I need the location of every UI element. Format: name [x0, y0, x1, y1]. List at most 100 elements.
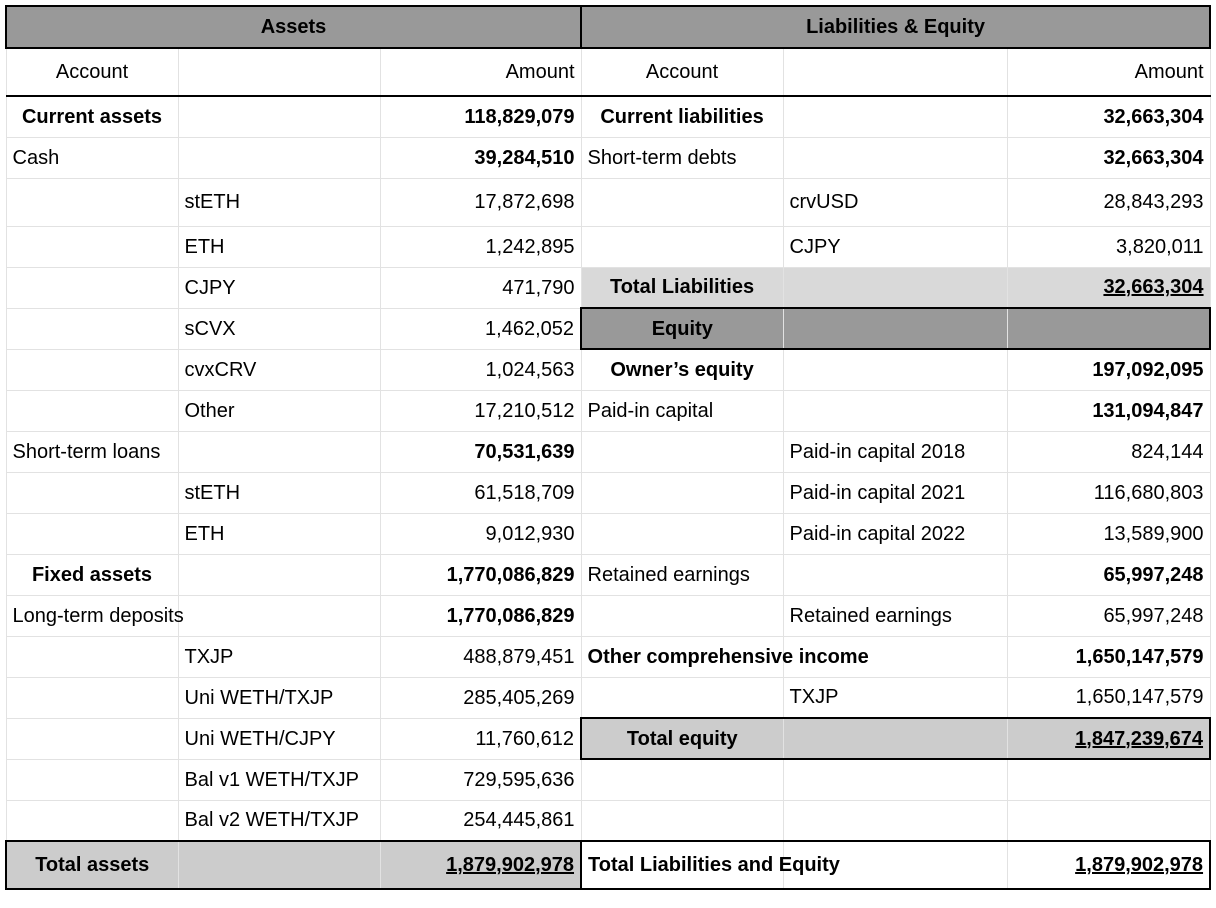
cell-liab-sub[interactable]: Paid-in capital 2018: [782, 430, 1008, 473]
cell-asset-amount[interactable]: 285,405,269: [379, 676, 582, 719]
cell-asset-account[interactable]: [5, 717, 179, 760]
cell-asset-amount[interactable]: 1,024,563: [379, 348, 582, 391]
liabilities-equity-header[interactable]: Liabilities & Equity: [580, 5, 1212, 49]
cell-asset-account[interactable]: [5, 471, 179, 514]
total-liabilities-amount[interactable]: 32,663,304: [1006, 266, 1211, 309]
cell-liab-account[interactable]: [580, 594, 784, 637]
cell-asset-sub[interactable]: stETH: [177, 471, 381, 514]
cell-asset-amount[interactable]: 39,284,510: [379, 136, 582, 179]
cell-liab-amount[interactable]: [1006, 758, 1211, 801]
cell-liab-account[interactable]: [580, 430, 784, 473]
cell-liab-amount[interactable]: 65,997,248: [1006, 553, 1211, 596]
cell-asset-account[interactable]: [5, 307, 179, 350]
cell-asset-account[interactable]: [5, 225, 179, 268]
cell-asset-amount[interactable]: 1,462,052: [379, 307, 582, 350]
cell-asset-sub[interactable]: Uni WETH/CJPY: [177, 717, 381, 760]
liab-amount-col-header[interactable]: Amount: [1006, 47, 1211, 97]
cell-liab-account[interactable]: Other comprehensive income: [580, 635, 869, 678]
cell-asset-sub[interactable]: Bal v2 WETH/TXJP: [177, 799, 381, 842]
cell-liab-amount[interactable]: 3,820,011: [1006, 225, 1211, 268]
cell-asset-sub[interactable]: stETH: [177, 177, 381, 227]
cell-asset-account[interactable]: Long-term deposits: [5, 594, 184, 637]
cell-liab-account[interactable]: [580, 676, 784, 719]
cell-liab-account[interactable]: Owner’s equity: [580, 348, 784, 391]
cell-asset-account[interactable]: Fixed assets: [5, 553, 179, 596]
cell-liab-sub[interactable]: [782, 840, 1008, 890]
cell-liab-account[interactable]: [580, 177, 784, 227]
cell-liab-account[interactable]: [580, 471, 784, 514]
cell-liab-sub[interactable]: [782, 799, 1008, 842]
cell-liab-amount[interactable]: 131,094,847: [1006, 389, 1211, 432]
cell-asset-account[interactable]: Current assets: [5, 95, 179, 138]
total-equity-label[interactable]: Total equity: [580, 717, 784, 760]
total-liabilities-equity-label[interactable]: Total Liabilities and Equity: [580, 840, 840, 890]
cell-asset-amount[interactable]: 488,879,451: [379, 635, 582, 678]
cell-asset-account[interactable]: [5, 266, 179, 309]
cell-asset-sub[interactable]: Uni WETH/TXJP: [177, 676, 381, 719]
cell-asset-sub[interactable]: [177, 840, 381, 890]
cell-asset-sub[interactable]: TXJP: [177, 635, 381, 678]
cell-asset-account[interactable]: Cash: [5, 136, 179, 179]
cell-asset-amount[interactable]: 61,518,709: [379, 471, 582, 514]
cell-liab-sub[interactable]: [782, 553, 1008, 596]
cell-liab-amount[interactable]: 28,843,293: [1006, 177, 1211, 227]
cell-liab-sub[interactable]: [782, 136, 1008, 179]
cell-asset-sub[interactable]: [177, 430, 381, 473]
cell-liab-amount[interactable]: 32,663,304: [1006, 95, 1211, 138]
total-liabilities-label[interactable]: Total Liabilities: [580, 266, 784, 309]
cell-asset-sub[interactable]: CJPY: [177, 266, 381, 309]
equity-header-blank[interactable]: [782, 307, 1008, 350]
total-assets-label[interactable]: Total assets: [5, 840, 179, 890]
cell-asset-account[interactable]: [5, 512, 179, 555]
cell-liab-amount[interactable]: 32,663,304: [1006, 136, 1211, 179]
cell-asset-amount[interactable]: 729,595,636: [379, 758, 582, 801]
cell-liab-account[interactable]: Short-term debts: [580, 136, 784, 179]
cell-liab-account[interactable]: [580, 225, 784, 268]
cell-asset-amount[interactable]: 254,445,861: [379, 799, 582, 842]
cell-liab-sub[interactable]: [782, 348, 1008, 391]
liab-account-col-header[interactable]: Account: [580, 47, 784, 97]
cell-asset-amount[interactable]: 1,242,895: [379, 225, 582, 268]
assets-account-col-header[interactable]: Account: [5, 47, 179, 97]
cell-asset-account[interactable]: [5, 389, 179, 432]
cell-liab-sub[interactable]: [782, 717, 1008, 760]
assets-amount-col-header[interactable]: Amount: [379, 47, 582, 97]
cell-liab-sub[interactable]: [782, 758, 1008, 801]
cell-liab-amount[interactable]: 824,144: [1006, 430, 1211, 473]
cell-liab-account[interactable]: [580, 799, 784, 842]
cell-liab-account[interactable]: Current liabilities: [580, 95, 784, 138]
cell-liab-sub[interactable]: [782, 389, 1008, 432]
total-assets-amount[interactable]: 1,879,902,978: [379, 840, 583, 890]
cell-asset-amount[interactable]: 1,770,086,829: [379, 553, 582, 596]
cell-liab-sub[interactable]: [782, 95, 1008, 138]
cell-asset-amount[interactable]: 17,210,512: [379, 389, 582, 432]
cell-asset-account[interactable]: [5, 676, 179, 719]
cell-liab-account[interactable]: [580, 512, 784, 555]
cell-liab-amount[interactable]: [1006, 799, 1211, 842]
cell-asset-account[interactable]: [5, 177, 179, 227]
cell-liab-sub[interactable]: CJPY: [782, 225, 1008, 268]
cell-asset-sub[interactable]: [177, 594, 381, 637]
cell-asset-sub[interactable]: [177, 95, 381, 138]
cell-liab-sub[interactable]: Paid-in capital 2021: [782, 471, 1008, 514]
cell-liab-amount[interactable]: 65,997,248: [1006, 594, 1211, 637]
cell-liab-account[interactable]: Paid-in capital: [580, 389, 784, 432]
cell-asset-amount[interactable]: 1,770,086,829: [379, 594, 582, 637]
cell-asset-amount[interactable]: 70,531,639: [379, 430, 582, 473]
cell-liab-sub[interactable]: [782, 266, 1008, 309]
cell-asset-amount[interactable]: 17,872,698: [379, 177, 582, 227]
equity-header[interactable]: Equity: [580, 307, 784, 350]
cell-asset-account[interactable]: [5, 758, 179, 801]
cell-asset-amount[interactable]: 118,829,079: [379, 95, 582, 138]
cell-liab-amount[interactable]: 1,650,147,579: [1006, 676, 1211, 719]
cell-asset-sub[interactable]: [177, 553, 381, 596]
cell-liab-amount[interactable]: 1,650,147,579: [1006, 635, 1211, 678]
equity-header-blank-amount[interactable]: [1006, 307, 1212, 350]
cell-asset-account[interactable]: [5, 799, 179, 842]
cell-asset-account[interactable]: Short-term loans: [5, 430, 179, 473]
cell-asset-sub[interactable]: [177, 136, 381, 179]
cell-liab-account[interactable]: Retained earnings: [580, 553, 784, 596]
cell-asset-amount[interactable]: 11,760,612: [379, 717, 582, 760]
cell-asset-sub[interactable]: Bal v1 WETH/TXJP: [177, 758, 381, 801]
cell-liab-sub[interactable]: Paid-in capital 2022: [782, 512, 1008, 555]
